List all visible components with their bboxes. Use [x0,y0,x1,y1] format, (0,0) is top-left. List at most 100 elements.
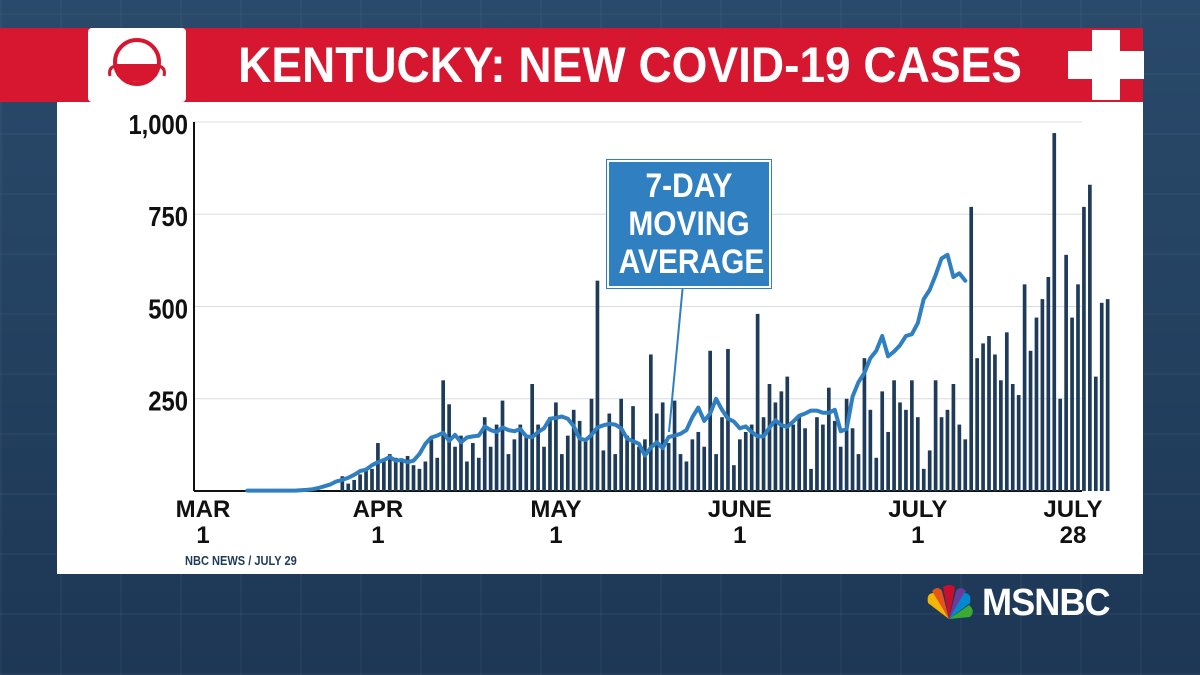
bar [939,417,944,491]
bar [601,450,606,491]
bar [975,358,979,491]
bar [1016,395,1021,491]
bar [933,380,938,491]
bar [720,417,724,491]
bar [429,439,434,491]
bar [773,402,778,491]
bar [370,468,374,491]
bar [382,461,386,491]
bar [613,454,618,491]
bar [850,428,855,491]
bar [993,354,997,491]
bar [1058,398,1063,491]
bar [518,424,523,491]
x-tick-month: MAY [530,496,581,523]
bar [405,455,410,491]
bar [1064,254,1068,491]
callout-line-1: 7-DAY [645,167,733,205]
bar [577,420,582,491]
bar [1040,299,1045,491]
bar [880,391,885,491]
bar [862,358,867,491]
bar [1088,184,1092,491]
bar [927,450,932,491]
bar [743,431,748,491]
bar [542,446,546,491]
bar [595,280,600,491]
y-tick-label: 750 [148,200,188,232]
bar [767,383,772,491]
bar [886,431,890,491]
x-tick-month: APR [353,496,404,523]
bar [898,402,902,491]
bar [957,424,962,491]
bar [809,468,813,491]
bar [471,443,475,491]
x-tick-date: 1 [911,522,924,549]
bar [494,424,499,491]
bar [981,343,985,491]
x-tick-month: JULY [1043,496,1102,523]
bar [524,435,529,491]
bar [459,435,463,491]
bar [821,424,825,491]
bar [755,313,760,491]
face-mask-icon-graphic [108,38,166,86]
page-title: KENTUCKY: NEW COVID-19 CASES [238,37,1022,93]
bar [643,439,647,491]
bar [761,417,766,491]
x-tick-month: MAR [176,496,231,523]
bar [476,457,481,491]
bar [571,409,576,491]
bar [453,446,457,491]
bar [1034,317,1039,491]
bar [536,424,540,491]
bar [797,417,801,491]
bar [815,417,819,491]
bar [500,400,505,491]
bar [791,424,796,491]
bar [999,380,1003,491]
bar [512,439,517,491]
bar [423,461,428,491]
chart-panel: 250 500 750 1,000 MAR 1 APR 1 MAY 1 JUNE 1 JULY 1 JULY… [57,102,1143,574]
bar [690,439,695,491]
x-tick-date: 1 [196,522,209,549]
bar [619,398,624,491]
medical-cross-icon-graphic [1068,30,1144,100]
bar [548,417,552,491]
bar [589,398,594,491]
bar [838,446,843,491]
bar [1099,302,1104,491]
bar [340,476,345,491]
bar [666,443,671,491]
bar [892,380,896,491]
bar [987,336,991,491]
bar [1010,383,1015,491]
bar [482,417,487,491]
x-tick-date: 1 [733,522,746,549]
bar [826,387,831,491]
bar [844,398,849,491]
bar [868,409,873,491]
bar [714,454,718,491]
bar [732,465,736,491]
bar [399,459,404,491]
bar [1046,276,1051,491]
callout-line-2: MOVING [628,205,750,243]
bar [346,483,351,491]
bar [910,380,914,491]
bar [1093,376,1098,491]
bar [1022,284,1027,491]
bar [684,461,689,491]
bar [779,391,784,491]
x-tick-date: 28 [1060,522,1087,549]
bar [607,413,612,491]
bar [832,420,837,491]
bar [554,402,558,491]
moving-average-callout: 7-DAY MOVING AVERAGE [607,160,771,288]
x-tick-month: JULY [888,496,947,523]
bar [785,376,790,491]
bar [631,406,635,491]
bar [506,454,511,491]
